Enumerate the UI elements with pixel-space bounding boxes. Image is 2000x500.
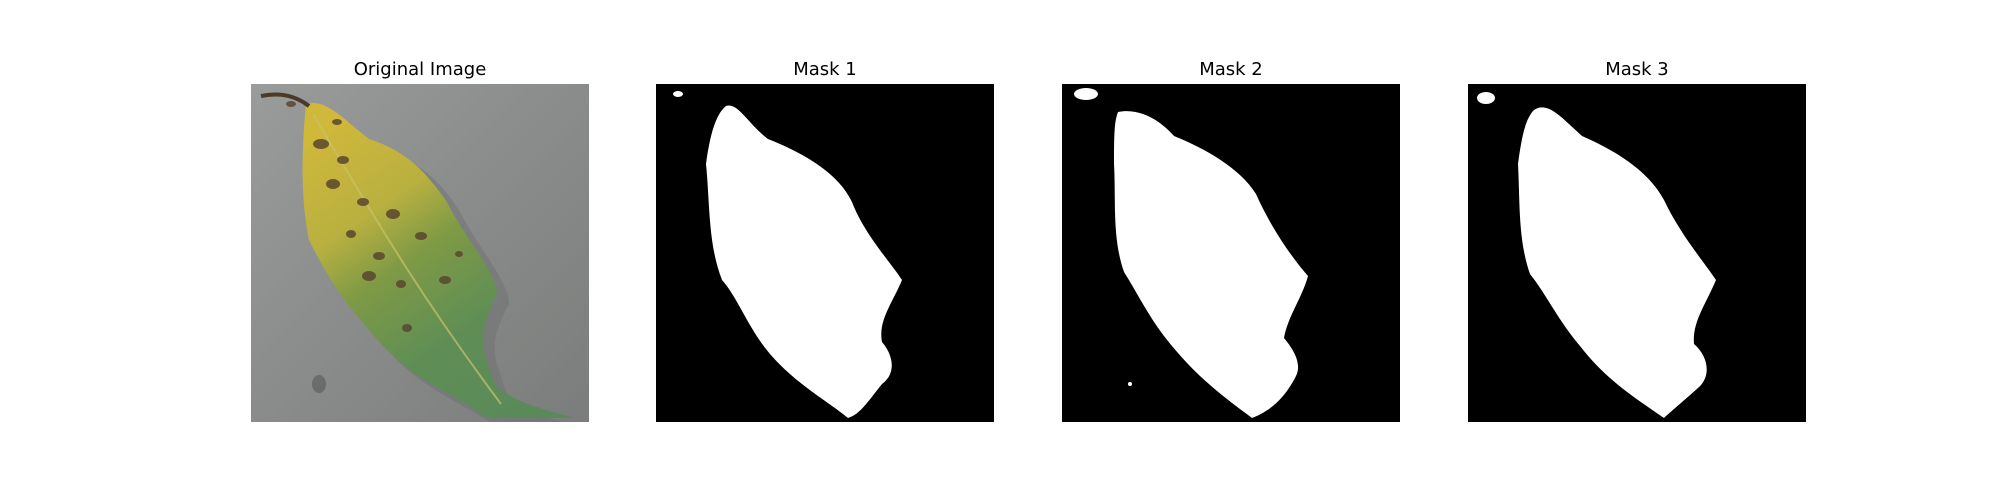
mask-2-region: [1114, 111, 1308, 418]
mask-3-image: [1468, 84, 1806, 422]
panel-title-mask-3: Mask 3: [1605, 59, 1669, 80]
leaf-spots: [286, 101, 463, 332]
panel-title-original: Original Image: [353, 59, 487, 80]
leaf-photo-svg: [251, 84, 589, 422]
original-leaf-photo: [251, 84, 589, 422]
mask-1-region: [706, 105, 902, 418]
mask-2-image: [1062, 84, 1400, 422]
panel-title-mask-1: Mask 1: [793, 59, 857, 80]
leaf-shape: [302, 102, 577, 418]
panel-mask-2: Mask 2: [1062, 58, 1400, 422]
panel-original-image: Original Image: [251, 58, 589, 422]
mask-3-svg: [1468, 84, 1806, 422]
mask-1-svg: [656, 84, 994, 422]
panel-title-mask-2: Mask 2: [1199, 59, 1263, 80]
mask-3-region: [1518, 107, 1716, 418]
panel-mask-1: Mask 1: [656, 58, 994, 422]
mask-1-image: [656, 84, 994, 422]
panel-mask-3: Mask 3: [1468, 58, 1806, 422]
mask-2-svg: [1062, 84, 1400, 422]
